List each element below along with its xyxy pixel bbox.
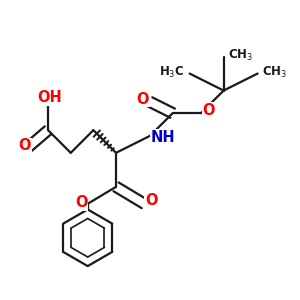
Text: NH: NH: [150, 130, 175, 145]
Text: O: O: [145, 194, 158, 208]
Text: O: O: [202, 103, 215, 118]
Text: CH$_3$: CH$_3$: [228, 48, 253, 63]
Text: O: O: [75, 195, 88, 210]
Text: O: O: [19, 138, 31, 153]
Text: OH: OH: [37, 90, 62, 105]
Text: CH$_3$: CH$_3$: [262, 64, 287, 80]
Text: O: O: [137, 92, 149, 106]
Text: H$_3$C: H$_3$C: [159, 64, 184, 80]
